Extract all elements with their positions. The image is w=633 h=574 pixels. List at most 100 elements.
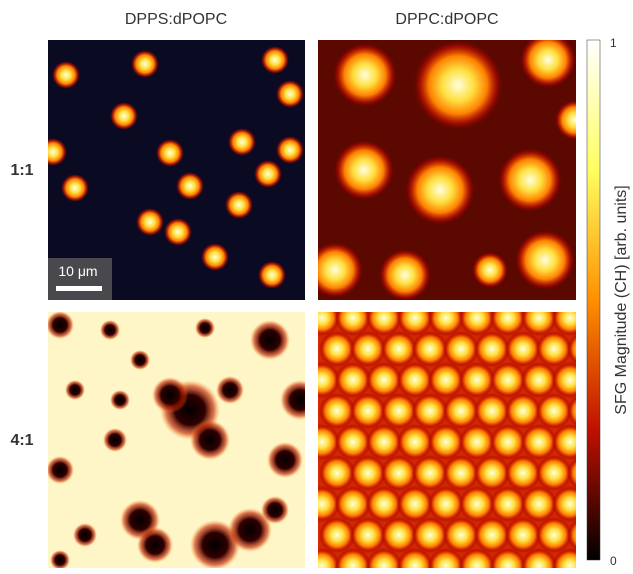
image-panel <box>318 40 576 300</box>
colorbar-max: 1 <box>610 36 617 50</box>
image-panel <box>48 312 305 568</box>
domain <box>319 331 355 367</box>
domain <box>567 333 576 365</box>
domain <box>412 393 448 429</box>
domain <box>176 172 204 200</box>
domain <box>505 455 541 491</box>
domain <box>335 424 371 460</box>
domain <box>318 312 340 336</box>
domain <box>428 486 464 522</box>
domain <box>335 312 371 336</box>
domain <box>472 252 508 288</box>
image-panel <box>48 40 305 300</box>
domain <box>318 486 340 522</box>
domain <box>552 362 576 398</box>
domain <box>413 40 503 130</box>
domain <box>490 312 526 336</box>
domain <box>381 331 417 367</box>
domain <box>61 174 89 202</box>
domain <box>190 520 240 568</box>
domain <box>490 362 526 398</box>
domain <box>350 517 386 553</box>
domain <box>103 428 127 452</box>
domain <box>110 102 138 130</box>
domain <box>505 331 541 367</box>
domain <box>100 320 120 340</box>
domain <box>428 362 464 398</box>
domain <box>65 380 85 400</box>
domain <box>474 393 510 429</box>
domain <box>261 46 289 74</box>
domain <box>152 377 188 413</box>
domain <box>459 486 495 522</box>
domain <box>228 128 256 156</box>
domain <box>350 455 386 491</box>
domain <box>335 486 371 522</box>
domain <box>397 424 433 460</box>
domain <box>459 362 495 398</box>
domain <box>536 393 572 429</box>
domain <box>405 155 475 225</box>
domain <box>443 331 479 367</box>
domain <box>412 517 448 553</box>
domain <box>276 80 304 108</box>
domain <box>515 230 575 290</box>
domain <box>48 312 74 339</box>
colorbar-min: 0 <box>610 554 617 568</box>
domain <box>335 548 371 568</box>
domain <box>397 312 433 336</box>
domain <box>110 390 130 410</box>
domain <box>459 312 495 336</box>
domain <box>552 424 576 460</box>
domain <box>195 318 215 338</box>
domain <box>412 331 448 367</box>
domain <box>397 486 433 522</box>
domain <box>397 362 433 398</box>
domain <box>520 40 576 88</box>
domain <box>250 320 290 360</box>
column-title: DPPC:dPOPC <box>395 11 498 28</box>
domain <box>225 191 253 219</box>
domain <box>474 331 510 367</box>
domain <box>490 548 526 568</box>
domain <box>474 455 510 491</box>
scale-bar-label: 10 μm <box>58 263 97 279</box>
domain <box>131 50 159 78</box>
domain <box>552 486 576 522</box>
domain <box>276 136 304 164</box>
domain <box>216 376 244 404</box>
domain <box>261 496 289 524</box>
domain <box>567 457 576 489</box>
domain <box>156 139 184 167</box>
domain <box>567 519 576 551</box>
domain <box>366 312 402 336</box>
domain <box>552 548 576 568</box>
domain <box>428 424 464 460</box>
colorbar-label: SFG Magnitude (CH) [arb. units] <box>613 185 630 414</box>
domain <box>48 456 74 484</box>
domain <box>536 331 572 367</box>
domain <box>443 455 479 491</box>
domain <box>318 242 363 298</box>
domain <box>190 420 230 460</box>
domain <box>366 424 402 460</box>
domain <box>50 550 70 568</box>
domain <box>498 148 562 212</box>
domain <box>412 455 448 491</box>
scale-bar <box>56 286 102 291</box>
domain <box>318 424 340 460</box>
domain <box>490 424 526 460</box>
domain <box>381 517 417 553</box>
domain <box>536 455 572 491</box>
domain <box>52 61 80 89</box>
domain <box>366 548 402 568</box>
domain <box>505 393 541 429</box>
domain <box>366 486 402 522</box>
domain <box>474 517 510 553</box>
domain <box>459 424 495 460</box>
domain <box>536 517 572 553</box>
domain <box>490 486 526 522</box>
domain <box>381 455 417 491</box>
column-title: DPPS:dPOPC <box>125 11 227 28</box>
